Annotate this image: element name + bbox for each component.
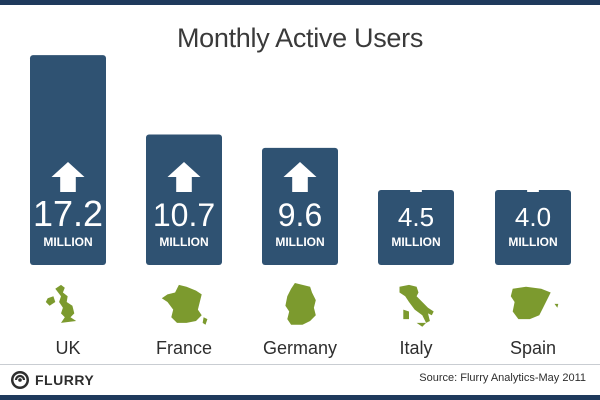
- germany-map-icon: [285, 283, 316, 325]
- bar-value-label: 4.0: [515, 202, 551, 232]
- flurry-logo-icon: [11, 371, 29, 389]
- up-arrow-icon: [403, 169, 429, 192]
- bar-value-label: 17.2: [33, 193, 103, 234]
- source-note: Source: Flurry Analytics-May 2011: [419, 372, 586, 384]
- france-map-icon: [161, 284, 208, 325]
- uk-map-icon: [45, 284, 77, 323]
- category-label: Germany: [263, 338, 337, 358]
- category-label: Italy: [399, 338, 432, 358]
- bar-unit-label: MILLION: [275, 235, 324, 249]
- bar-unit-label: MILLION: [43, 235, 92, 249]
- bar-unit-label: MILLION: [508, 235, 557, 249]
- bar: [378, 190, 454, 265]
- bar-value-label: 4.5: [398, 202, 434, 232]
- footer-divider: [0, 364, 600, 365]
- bar-value-label: 9.6: [278, 197, 322, 233]
- category-label: France: [156, 338, 212, 358]
- bar: [262, 147, 338, 265]
- bar-unit-label: MILLION: [159, 235, 208, 249]
- bar-value-label: 10.7: [153, 197, 215, 233]
- spain-map-icon: [510, 286, 559, 320]
- bar: [30, 55, 106, 265]
- bottom-border: [0, 395, 600, 400]
- top-border: [0, 0, 600, 5]
- up-arrow-icon: [51, 162, 85, 192]
- category-label: Spain: [510, 338, 556, 358]
- bar: [146, 134, 222, 265]
- italy-map-icon: [399, 284, 434, 327]
- category-label: UK: [55, 338, 80, 358]
- up-arrow-icon: [520, 169, 546, 192]
- bar-unit-label: MILLION: [391, 235, 440, 249]
- logo-text: FLURRY: [35, 372, 95, 388]
- bar: [495, 190, 571, 265]
- up-arrow-icon: [167, 162, 201, 192]
- flurry-logo: FLURRY: [10, 370, 94, 390]
- chart-title: Monthly Active Users: [176, 23, 424, 53]
- up-arrow-icon: [283, 162, 317, 192]
